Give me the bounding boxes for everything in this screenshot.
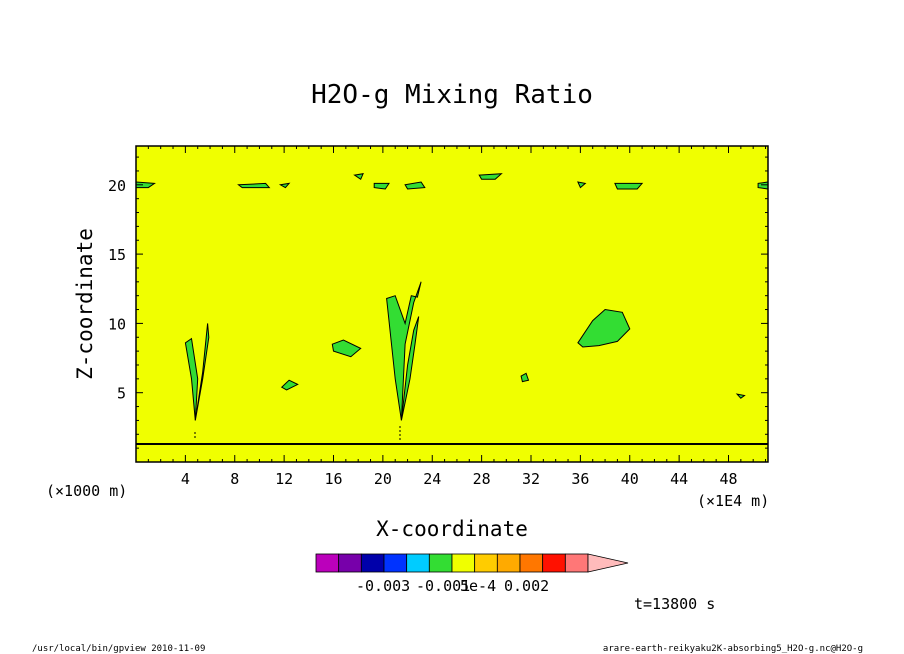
colorbar-swatch bbox=[338, 553, 362, 573]
colorbar-tick-label: -0.001 bbox=[416, 577, 470, 595]
contour-band-12 bbox=[278, 182, 291, 189]
colorbar-tick-label: -0.003 bbox=[356, 577, 410, 595]
y-tick-label: 10 bbox=[108, 315, 126, 333]
colorbar-swatch bbox=[519, 553, 544, 573]
x-unit-right: (×1E4 m) bbox=[697, 492, 769, 510]
contour-plume-center-b bbox=[400, 316, 420, 421]
contour-band-39 bbox=[614, 182, 644, 190]
contour-band-36 bbox=[577, 181, 587, 189]
plot-area bbox=[136, 146, 768, 462]
x-tick-label: 20 bbox=[374, 470, 392, 488]
colorbar-arrow bbox=[587, 553, 629, 573]
colorbar-tick-label: 0.002 bbox=[504, 577, 549, 595]
contour-band-28 bbox=[478, 173, 503, 180]
contour-band-9 bbox=[237, 182, 271, 189]
colorbar-swatch bbox=[542, 553, 566, 573]
contour-plume-left-a bbox=[184, 337, 199, 421]
contour-blob-12-5 bbox=[280, 379, 299, 391]
plot-frame bbox=[135, 145, 769, 463]
colorbar-swatch bbox=[406, 553, 430, 573]
colorbar-swatch bbox=[451, 553, 476, 573]
x-tick-label: 44 bbox=[670, 470, 688, 488]
colorbar bbox=[315, 553, 629, 573]
contour-blob-31-6 bbox=[520, 372, 530, 383]
colorbar-swatch bbox=[428, 553, 453, 573]
colorbar-swatch bbox=[383, 553, 408, 573]
colorbar-swatch bbox=[315, 553, 340, 573]
x-tick-label: 16 bbox=[324, 470, 342, 488]
time-label: t=13800 s bbox=[634, 595, 715, 613]
chart-title: H2O-g Mixing Ratio bbox=[311, 80, 593, 110]
x-axis-ticks: 4 8 12 16 20 24 28 32 36 40 44 48 bbox=[147, 146, 767, 488]
contour-plume-left-b bbox=[194, 323, 210, 421]
y-axis-label: Z-coordinate bbox=[73, 228, 97, 380]
x-axis-label: X-coordinate bbox=[376, 517, 528, 541]
y-tick-label: 5 bbox=[117, 385, 126, 403]
contour-band-51 bbox=[757, 181, 769, 190]
footer-left: /usr/local/bin/gpview 2010-11-09 bbox=[32, 644, 205, 654]
contour-blob-16-8 bbox=[331, 339, 362, 358]
y-tick-label: 20 bbox=[108, 177, 126, 195]
y-axis-ticks: 5 10 15 20 bbox=[108, 156, 768, 449]
x-tick-label: 28 bbox=[473, 470, 491, 488]
colorbar-swatch bbox=[564, 553, 589, 573]
x-tick-label: 24 bbox=[423, 470, 441, 488]
contour-regions bbox=[135, 173, 769, 421]
colorbar-swatch bbox=[474, 553, 498, 573]
x-tick-label: 8 bbox=[230, 470, 239, 488]
contour-band-18 bbox=[353, 173, 364, 181]
colorbar-tick-label: 5e-4 bbox=[460, 577, 496, 595]
x-tick-label: 36 bbox=[571, 470, 589, 488]
contour-blob-49-5 bbox=[735, 393, 746, 399]
colorbar-swatch bbox=[360, 553, 385, 573]
y-tick-label: 15 bbox=[108, 246, 126, 264]
contour-band-19 bbox=[373, 182, 390, 190]
x-tick-label: 12 bbox=[275, 470, 293, 488]
contour-plume-center-a bbox=[386, 281, 422, 421]
footer-right: arare-earth-reikyaku2K-absorbing5_H2O-g.… bbox=[603, 644, 863, 654]
contour-band-22 bbox=[404, 181, 426, 190]
x-unit-left: (×1000 m) bbox=[46, 482, 127, 500]
x-tick-label: 40 bbox=[621, 470, 639, 488]
colorbar-swatch bbox=[496, 553, 521, 573]
x-tick-label: 32 bbox=[522, 470, 540, 488]
x-tick-label: 48 bbox=[719, 470, 737, 488]
contour-blob-38-10 bbox=[577, 308, 631, 348]
x-tick-label: 4 bbox=[181, 470, 190, 488]
